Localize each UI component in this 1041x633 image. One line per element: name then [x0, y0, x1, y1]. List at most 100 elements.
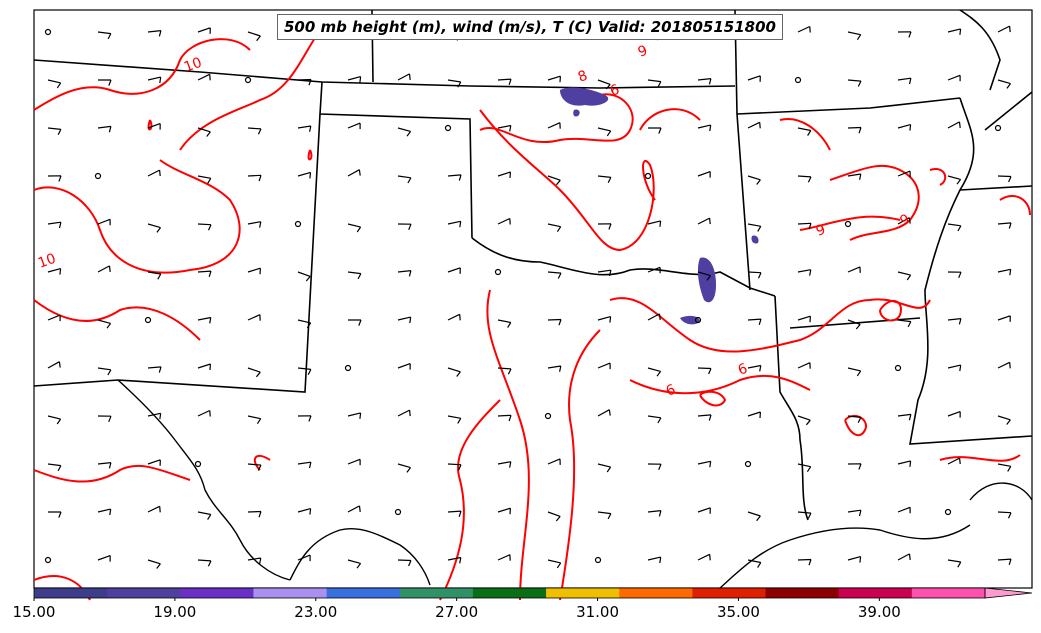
wind-barb	[347, 169, 361, 177]
contour-line	[999, 195, 1031, 216]
wind-barb	[747, 511, 761, 522]
wind-barb	[147, 505, 161, 513]
wind-barb	[747, 559, 762, 568]
wind-barb	[247, 510, 262, 518]
wind-barb	[797, 175, 812, 183]
border-missouri-south	[736, 97, 961, 115]
wind-barb	[697, 171, 711, 178]
wind-barb	[747, 121, 761, 129]
contour-line	[33, 38, 251, 111]
wind-barb	[97, 367, 112, 376]
contour-line	[559, 329, 601, 601]
wind-barb	[897, 77, 912, 85]
wind-barb	[897, 31, 912, 38]
wind-barb	[447, 79, 462, 88]
wind-barb	[197, 511, 212, 520]
wind-barb	[147, 169, 161, 177]
wind-barb	[547, 318, 562, 326]
wind-barb	[597, 511, 612, 520]
calm-wind-circle	[144, 316, 152, 324]
wind-barb	[397, 175, 412, 184]
wind-barb	[397, 409, 411, 417]
wind-barb	[147, 30, 162, 37]
wind-barb	[547, 75, 561, 83]
colorbar-segment	[619, 588, 693, 598]
wind-barb	[597, 127, 612, 137]
wind-barb	[897, 460, 912, 467]
border-tx-la	[774, 295, 809, 521]
calm-wind-circle	[494, 268, 502, 276]
wind-barb	[897, 217, 911, 225]
wind-barb	[697, 124, 712, 132]
wind-barb	[647, 313, 661, 321]
wind-barb	[597, 175, 612, 183]
wind-barb	[147, 223, 161, 233]
colorbar-segment	[107, 588, 181, 598]
wind-barb	[847, 556, 862, 563]
wind-barb	[747, 271, 762, 279]
wind-barb	[147, 76, 162, 84]
contour-line	[33, 159, 241, 274]
wind-barb	[747, 223, 762, 232]
contour-line	[844, 414, 867, 437]
calm-wind-circle	[244, 76, 252, 84]
wind-barb	[547, 365, 562, 372]
colorbar-segment	[911, 588, 986, 598]
wind-barb	[597, 463, 612, 473]
wind-barb	[847, 79, 862, 87]
calm-wind-circle	[744, 460, 752, 468]
wind-barb	[797, 315, 811, 323]
colorbar-segment	[253, 588, 328, 598]
wind-barb	[197, 73, 211, 81]
calm-wind-circle	[94, 172, 102, 180]
wind-barb	[747, 318, 762, 325]
wind-barb	[547, 271, 562, 279]
wind-barb	[347, 122, 361, 130]
wind-barb	[897, 413, 912, 421]
wind-barb	[547, 175, 561, 186]
wind-barb	[447, 313, 461, 321]
wind-barb	[247, 127, 262, 135]
colorbar-outline	[33, 587, 986, 599]
wind-barb	[897, 506, 911, 514]
wind-barb	[447, 510, 462, 517]
wind-barb	[47, 79, 62, 89]
wind-barb	[747, 175, 761, 185]
contour-label: 10	[36, 251, 58, 272]
contour-line	[929, 168, 947, 186]
wind-barb	[847, 463, 862, 470]
contour-line	[699, 390, 727, 407]
wind-barb	[247, 267, 261, 275]
wind-barb	[897, 170, 911, 178]
wind-barb	[297, 78, 312, 86]
colorbar-segment	[546, 588, 620, 598]
wind-barb	[797, 463, 812, 473]
wind-barb	[947, 364, 962, 372]
coast-louisiana	[969, 482, 1033, 501]
wind-barb	[997, 361, 1011, 369]
wind-barb	[397, 463, 411, 473]
wind-barb	[397, 223, 412, 231]
wind-speed-patch	[751, 235, 759, 244]
wind-barb	[397, 73, 411, 81]
contour-line	[939, 454, 1021, 462]
wind-barb	[947, 175, 962, 185]
wind-barb	[147, 366, 162, 373]
colorbar-tick-label: 19.00	[153, 603, 197, 621]
contour-label: 10	[182, 55, 204, 76]
wind-barb	[297, 415, 312, 422]
wind-speed-shading	[560, 87, 759, 325]
wind-barb	[897, 319, 912, 328]
calm-wind-circle	[444, 124, 452, 132]
wind-barb	[997, 268, 1012, 276]
wind-barb	[47, 361, 61, 369]
wind-barb	[348, 319, 362, 326]
wind-barb	[297, 271, 311, 282]
calm-wind-circle	[544, 412, 552, 420]
wind-barb	[347, 458, 361, 466]
wind-barb	[647, 266, 661, 274]
wind-barb	[497, 319, 512, 328]
wind-barb	[97, 218, 111, 226]
wind-barb	[697, 217, 711, 225]
